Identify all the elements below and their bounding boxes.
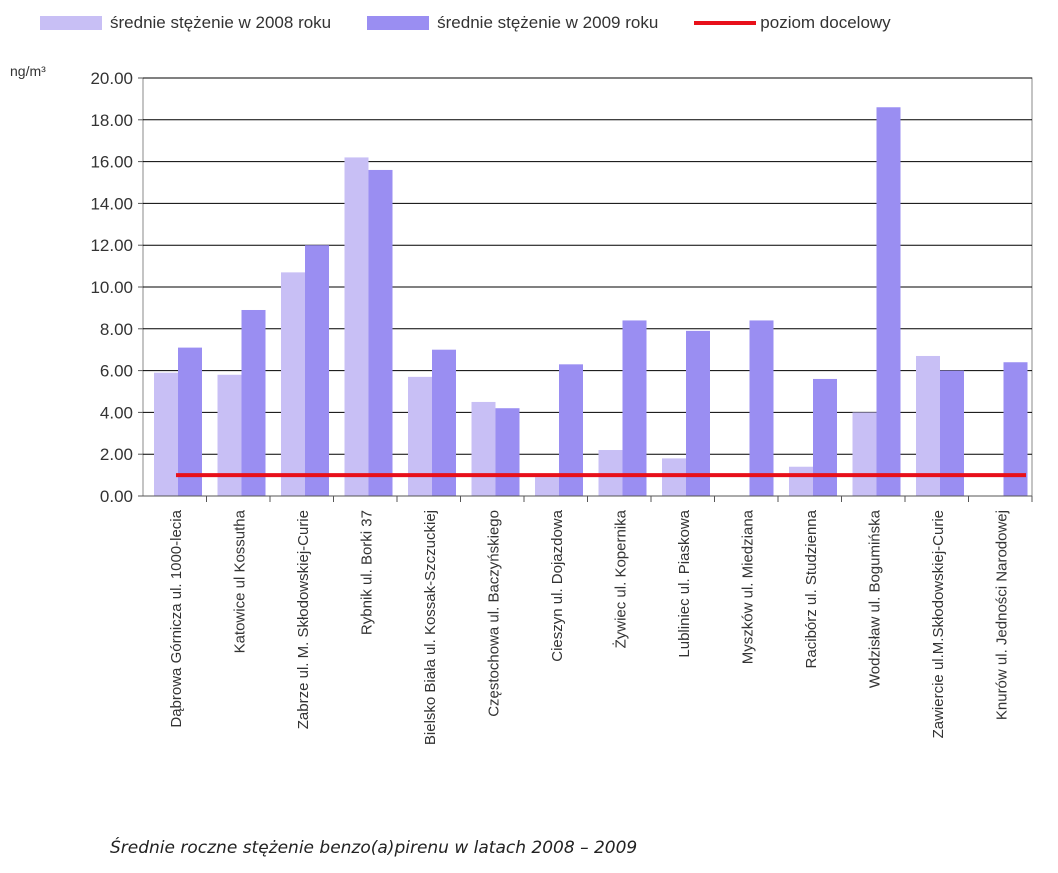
bar-2009 xyxy=(178,347,202,496)
bar-2009 xyxy=(749,320,774,496)
x-category-label: Wodzisław ul. Bogumińska xyxy=(866,509,883,688)
bar-2008 xyxy=(217,374,242,496)
bar-2009 xyxy=(368,169,393,496)
y-tick-label: 16.00 xyxy=(90,153,133,172)
chart-caption: Średnie roczne stężenie benzo(a)pirenu w… xyxy=(110,838,638,858)
legend-label-target: poziom docelowy xyxy=(760,13,891,32)
x-category-label: Lubliniec ul. Piaskowa xyxy=(676,509,693,657)
legend-swatch-2009 xyxy=(367,16,430,30)
x-category-label: Dąbrowa Górnicza ul. 1000-lecia xyxy=(168,509,185,727)
x-category-label: Zawiercie ul.M.Skłodowskiej-Curie xyxy=(930,510,947,738)
legend-item-target: poziom docelowy xyxy=(694,13,891,33)
x-category-label: Racibórz ul. Studzienna xyxy=(803,509,820,668)
y-tick-label: 12.00 xyxy=(90,236,133,255)
x-category-label: Myszków ul. Miedziana xyxy=(739,509,756,664)
y-tick-label: 0.00 xyxy=(100,487,133,506)
y-tick-label: 6.00 xyxy=(100,362,133,381)
legend-swatch-2008 xyxy=(40,16,102,30)
legend-swatch-target xyxy=(694,21,757,25)
bar-2009 xyxy=(686,330,710,496)
bar-2009 xyxy=(432,349,456,496)
bar-2008 xyxy=(281,272,305,496)
bar-2009 xyxy=(940,370,964,496)
y-tick-label: 10.00 xyxy=(90,278,133,297)
x-category-label: Zabrze ul. M. Skłodowskiej-Curie xyxy=(295,510,312,729)
bar-2008 xyxy=(535,477,559,496)
bar-2008 xyxy=(662,458,686,496)
legend-label-2008: średnie stężenie w 2008 roku xyxy=(110,13,332,32)
bar-2009 xyxy=(305,245,329,496)
bar-2008 xyxy=(408,376,432,496)
y-tick-label: 8.00 xyxy=(100,320,133,339)
x-category-label: Rybnik ul. Borki 37 xyxy=(358,510,375,635)
legend-item-2008: średnie stężenie w 2008 roku xyxy=(40,13,331,33)
bar-2009 xyxy=(495,408,520,496)
x-category-label: Częstochowa ul. Baczyńskiego xyxy=(485,510,502,717)
y-tick-label: 4.00 xyxy=(100,403,133,422)
legend-item-2009: średnie stężenie w 2009 roku xyxy=(367,13,658,33)
bar-2008 xyxy=(154,372,178,496)
bar-2008 xyxy=(344,157,369,497)
y-tick-label: 20.00 xyxy=(90,69,133,88)
y-tick-label: 18.00 xyxy=(90,111,133,130)
bar-2008 xyxy=(471,401,496,496)
bar-2009 xyxy=(813,378,837,496)
y-tick-label: 2.00 xyxy=(100,445,133,464)
bar-2008 xyxy=(789,466,813,496)
bar-2008 xyxy=(598,450,623,496)
y-axis-unit-label: ng/m³ xyxy=(10,63,46,79)
bar-2009 xyxy=(241,309,266,496)
bar-2009 xyxy=(622,320,647,496)
legend-label-2009: średnie stężenie w 2009 roku xyxy=(437,13,659,32)
x-category-label: Żywiec ul. Kopernika xyxy=(611,509,629,648)
chart-legend: średnie stężenie w 2008 roku średnie stę… xyxy=(40,8,891,38)
x-category-label: Cieszyn ul. Dojazdowa xyxy=(549,509,566,661)
bar-2008 xyxy=(852,412,877,496)
x-category-label: Knurów ul. Jedności Narodowej xyxy=(993,510,1010,720)
bar-2008 xyxy=(916,355,940,496)
bar-2009 xyxy=(876,107,901,496)
y-tick-label: 14.00 xyxy=(90,194,133,213)
x-category-label: Bielsko Biała ul. Kossak-Szczuckiej xyxy=(422,510,439,745)
x-category-label: Katowice ul Kossutha xyxy=(231,509,248,653)
